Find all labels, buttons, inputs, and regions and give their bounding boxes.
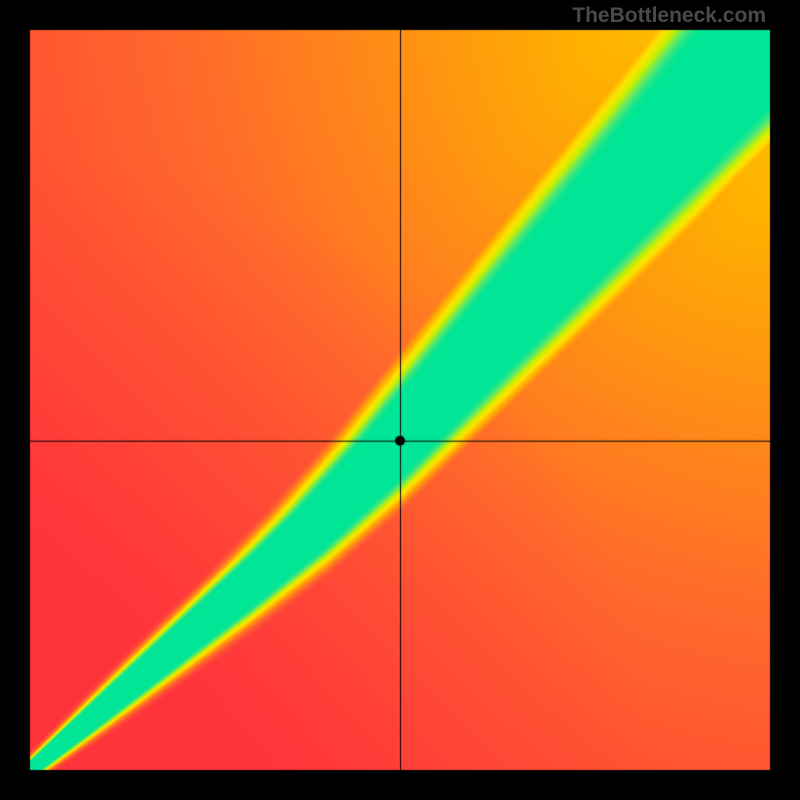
heatmap-canvas [0, 0, 800, 800]
chart-container: TheBottleneck.com [0, 0, 800, 800]
watermark-text: TheBottleneck.com [572, 4, 766, 28]
